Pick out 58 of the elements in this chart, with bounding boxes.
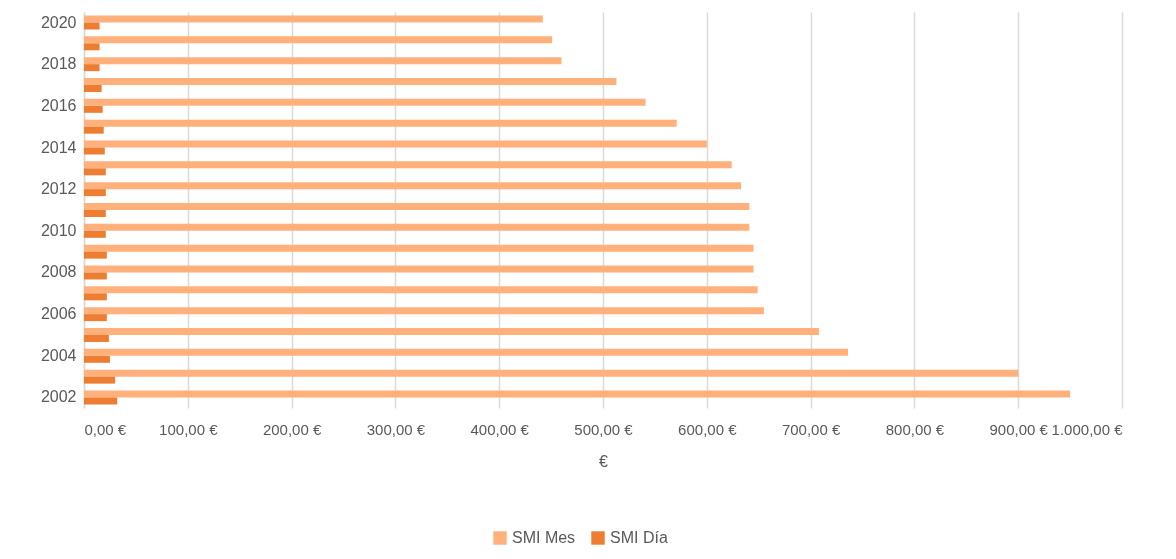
y-tick-label: 2012 bbox=[40, 180, 77, 198]
bar bbox=[84, 307, 764, 315]
x-tick-label: 200,00 € bbox=[262, 420, 322, 438]
y-tick-label: 2008 bbox=[40, 263, 77, 281]
bar bbox=[84, 376, 116, 384]
x-tick-label: 100,00 € bbox=[159, 420, 219, 438]
y-tick-label: 2016 bbox=[40, 96, 77, 114]
y-tick-label: 2004 bbox=[40, 346, 77, 364]
x-tick-label: 700,00 € bbox=[781, 420, 841, 438]
bar bbox=[84, 119, 677, 127]
bar bbox=[84, 85, 102, 92]
bar bbox=[84, 314, 107, 322]
bar bbox=[84, 244, 754, 252]
bar bbox=[84, 182, 742, 190]
legend-label: SMI Mes bbox=[512, 529, 576, 546]
bar bbox=[84, 369, 1019, 377]
bar bbox=[84, 15, 543, 23]
x-tick-label: 400,00 € bbox=[470, 420, 530, 438]
bar bbox=[84, 189, 106, 197]
bar bbox=[84, 293, 107, 301]
bar bbox=[84, 57, 562, 65]
bar bbox=[84, 328, 819, 335]
bar bbox=[84, 223, 750, 231]
bar bbox=[84, 251, 107, 259]
bar bbox=[84, 105, 103, 113]
x-tick-label: 800,00 € bbox=[885, 420, 945, 438]
bar bbox=[84, 168, 106, 176]
bar bbox=[84, 210, 106, 217]
y-tick-label: 2014 bbox=[40, 138, 77, 156]
y-tick-label: 2020 bbox=[40, 13, 77, 31]
x-tick-label: 1.000,00 € bbox=[1051, 420, 1124, 438]
bar bbox=[84, 286, 758, 294]
bar bbox=[84, 230, 106, 238]
legend-label: SMI Día bbox=[610, 529, 668, 546]
x-tick-label: 0,00 € bbox=[84, 420, 127, 438]
bar bbox=[84, 161, 732, 169]
bar bbox=[84, 355, 110, 363]
x-tick-label: 300,00 € bbox=[366, 420, 426, 438]
bar bbox=[84, 126, 104, 134]
bar bbox=[84, 397, 118, 405]
bar bbox=[84, 348, 848, 356]
bar bbox=[84, 98, 646, 106]
x-tick-label: 500,00 € bbox=[574, 420, 634, 438]
x-axis-title: € bbox=[599, 452, 609, 470]
x-tick-label: 900,00 € bbox=[989, 420, 1049, 438]
y-tick-label: 2002 bbox=[40, 388, 77, 406]
bar bbox=[84, 203, 750, 210]
bar bbox=[84, 78, 617, 86]
bar bbox=[84, 140, 707, 148]
bar bbox=[84, 43, 100, 51]
bar bbox=[84, 36, 553, 44]
bar bbox=[84, 334, 109, 342]
y-tick-label: 2006 bbox=[40, 305, 77, 323]
y-tick-label: 2010 bbox=[40, 221, 77, 239]
y-tick-label: 2018 bbox=[40, 55, 77, 73]
x-tick-label: 600,00 € bbox=[678, 420, 738, 438]
bar bbox=[84, 272, 107, 280]
bar bbox=[84, 64, 100, 72]
